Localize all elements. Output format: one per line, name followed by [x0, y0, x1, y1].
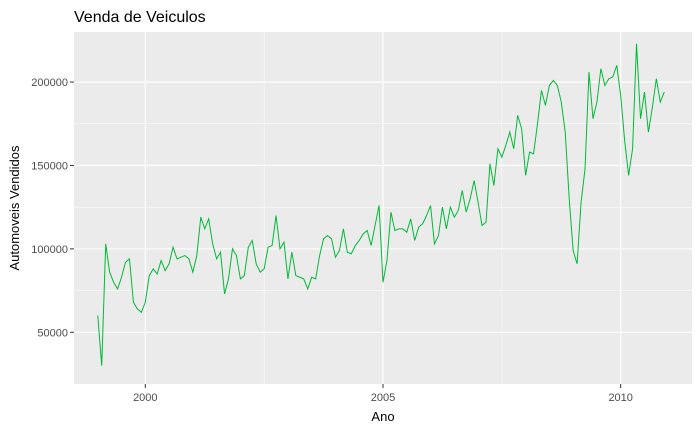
y-tick-label: 50000: [37, 327, 68, 339]
x-axis: 2000 2005 2010: [133, 384, 633, 404]
y-tick-label: 200000: [31, 77, 68, 89]
x-axis-title: Ano: [371, 409, 394, 424]
y-axis-title: Automoveis Vendidos: [7, 145, 22, 271]
y-tick-label: 100000: [31, 244, 68, 256]
x-tick-label: 2005: [371, 392, 395, 404]
chart-title: Venda de Veiculos: [74, 9, 206, 26]
y-tick-label: 150000: [31, 160, 68, 172]
y-axis: 50000 100000 150000 200000: [31, 77, 74, 339]
x-tick-label: 2000: [133, 392, 157, 404]
x-tick-label: 2010: [608, 392, 632, 404]
series-line: [97, 43, 665, 366]
